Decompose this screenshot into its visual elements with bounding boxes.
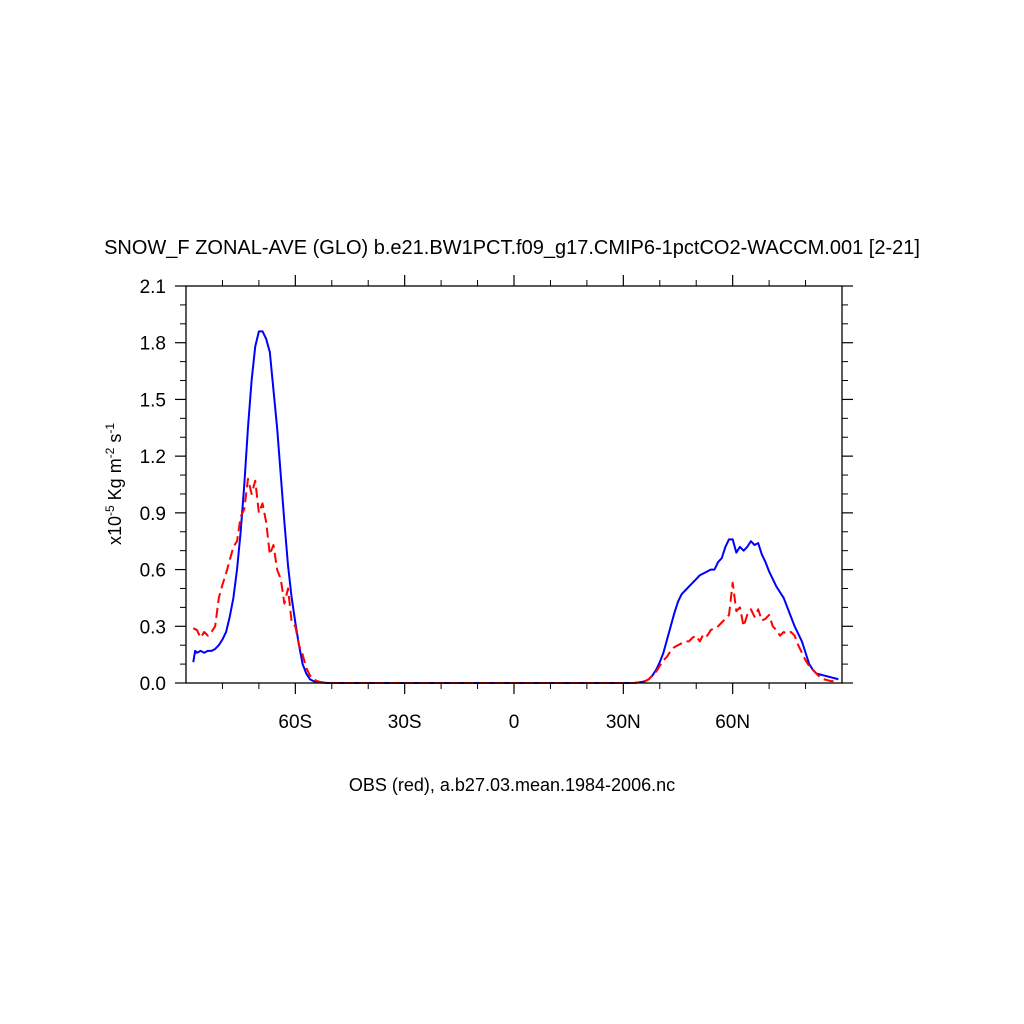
y-tick-label: 2.1 xyxy=(140,277,166,298)
axis-layer: 0.0 0.3 0.6 0.9 1.2 1.5 1.8 2.1 60S 30S 0 30N 60N xyxy=(140,275,853,733)
x-tick-label: 60S xyxy=(278,712,312,733)
series-line-2 xyxy=(192,477,839,684)
y-tick-label: 0.6 xyxy=(140,561,166,582)
y-tick-label: 1.2 xyxy=(140,447,166,468)
x-tick-label: 30S xyxy=(388,712,422,733)
y-tick-label: 0.0 xyxy=(140,674,166,695)
y-tick-label: 0.3 xyxy=(140,617,166,638)
x-tick-label: 0 xyxy=(509,712,520,733)
x-axis-label: OBS (red), a.b27.03.mean.1984-2006.nc xyxy=(349,775,675,795)
y-tick-label: 0.9 xyxy=(140,504,166,525)
x-tick-label: 30N xyxy=(606,712,641,733)
chart-title: SNOW_F ZONAL-AVE (GLO) b.e21.BW1PCT.f09_… xyxy=(104,237,920,259)
y-axis-label-prefix: x10 xyxy=(105,516,125,545)
y-tick-label: 1.8 xyxy=(140,334,166,355)
y-tick-label: 1.5 xyxy=(140,390,166,411)
y-axis-label-prefix-exponent: -5 xyxy=(103,505,117,516)
y-axis-label: x10-5 Kg m-2 s-1 xyxy=(103,423,125,545)
y-axis-label-unit-2-exponent: -1 xyxy=(103,423,117,434)
y-axis-label-unit-1-exponent: -2 xyxy=(103,447,117,458)
y-axis-label-unit-2: s xyxy=(105,434,125,448)
x-tick-label: 60N xyxy=(715,712,750,733)
y-axis-label-unit-1: Kg m xyxy=(105,458,125,505)
